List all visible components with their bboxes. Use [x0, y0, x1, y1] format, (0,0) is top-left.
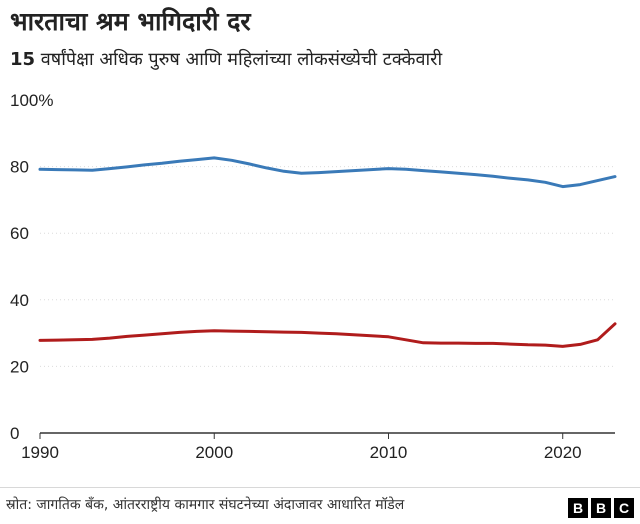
bbc-logo-letter: C [614, 498, 634, 518]
bbc-logo-letter: B [568, 498, 588, 518]
footer-divider [0, 487, 640, 488]
chart-title: भारताचा श्रम भागिदारी दर [10, 7, 251, 36]
y-tick-label: 0 [10, 424, 19, 443]
chart-subtitle: 15 वर्षांपेक्षा अधिक पुरुष आणि महिलांच्य… [10, 47, 442, 71]
x-axis-ticks: 1990 2000 2010 2020 [21, 433, 582, 462]
subtitle-text: वर्षांपेक्षा अधिक पुरुष आणि महिलांच्या ल… [35, 49, 443, 70]
x-tick-label: 2010 [370, 443, 408, 462]
source-note: स्रोत: जागतिक बँक, आंतरराष्ट्रीय कामगार … [6, 497, 405, 513]
y-tick-label: 80 [10, 158, 29, 177]
x-tick-label: 1990 [21, 443, 59, 462]
subtitle-number: 15 [10, 49, 36, 70]
x-tick-label: 2020 [544, 443, 582, 462]
grid-lines [40, 166, 615, 434]
y-tick-label: 60 [10, 224, 29, 243]
y-tick-label: 20 [10, 357, 29, 376]
x-tick-label: 2000 [195, 443, 233, 462]
bbc-logo-letter: B [591, 498, 611, 518]
series-line-1 [38, 156, 617, 189]
line-chart: 0 20 40 60 80 100% 1990 2000 2010 2020 [10, 91, 617, 462]
bbc-logo: B B C [568, 498, 634, 518]
series-lines [38, 156, 617, 348]
y-tick-label: 100% [10, 91, 53, 110]
y-axis-tick-labels: 0 20 40 60 80 100% [10, 91, 53, 443]
y-tick-label: 40 [10, 291, 29, 310]
series-line-2 [38, 322, 617, 348]
